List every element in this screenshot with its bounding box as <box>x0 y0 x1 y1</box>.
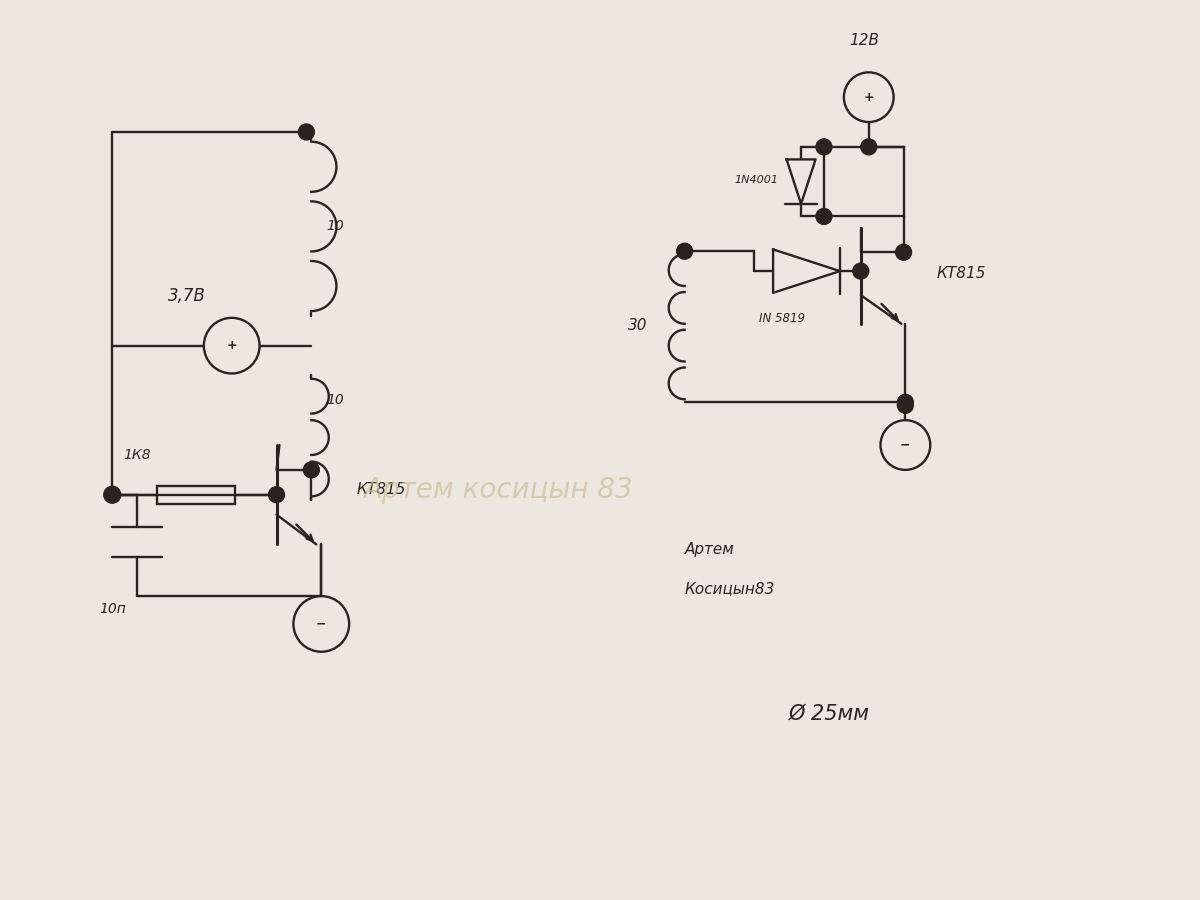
Text: 10п: 10п <box>98 602 126 616</box>
Text: +: + <box>227 339 238 352</box>
Text: 1К8: 1К8 <box>124 448 151 462</box>
Circle shape <box>860 139 877 155</box>
Circle shape <box>898 394 913 410</box>
Text: −: − <box>316 617 326 630</box>
Text: Ø 25мм: Ø 25мм <box>790 704 870 724</box>
Text: КТ815: КТ815 <box>356 482 406 498</box>
Circle shape <box>816 209 832 224</box>
Circle shape <box>269 487 284 503</box>
Circle shape <box>853 263 869 279</box>
Text: +: + <box>864 91 874 104</box>
Bar <box>824 147 904 217</box>
Text: Артем: Артем <box>685 542 734 557</box>
Text: 10: 10 <box>326 393 344 408</box>
Circle shape <box>677 243 692 259</box>
Circle shape <box>895 244 912 260</box>
Text: IN 5819: IN 5819 <box>760 312 805 325</box>
Text: 1N4001: 1N4001 <box>734 175 779 184</box>
Text: КТ815: КТ815 <box>936 266 986 281</box>
Circle shape <box>104 487 120 503</box>
Text: 3,7В: 3,7В <box>168 287 206 305</box>
Text: Артем косицын 83: Артем косицын 83 <box>364 476 634 504</box>
Circle shape <box>898 397 913 413</box>
Text: Косицын83: Косицын83 <box>685 581 775 597</box>
Text: −: − <box>900 438 911 452</box>
Circle shape <box>816 139 832 155</box>
Text: 10: 10 <box>326 220 344 233</box>
Bar <box>156 486 235 504</box>
Text: 30: 30 <box>629 319 648 333</box>
Circle shape <box>304 462 319 478</box>
Circle shape <box>299 124 314 140</box>
Text: 12В: 12В <box>848 32 878 48</box>
